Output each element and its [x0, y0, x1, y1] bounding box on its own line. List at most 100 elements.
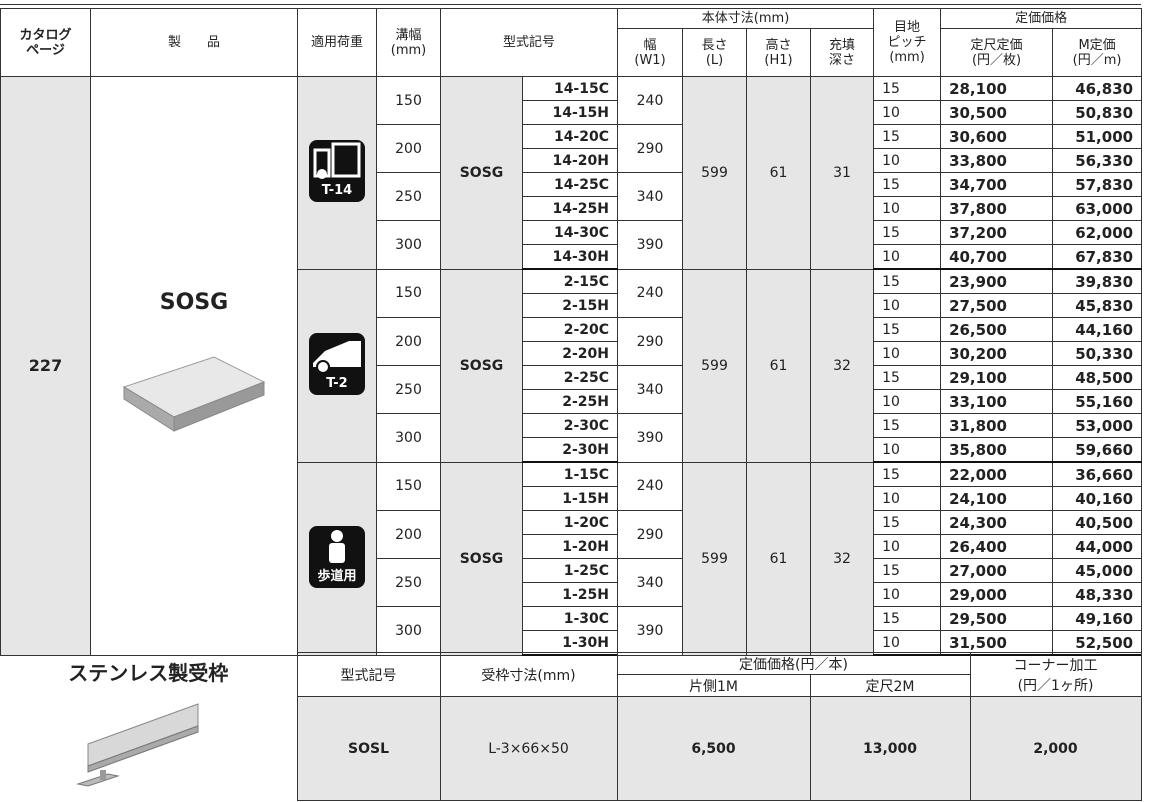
cell: 53,000 [1052, 413, 1143, 438]
frame-product: ステンレス製受枠 [0, 653, 297, 801]
cell: 61 [746, 76, 812, 270]
cell: 2-20H [521, 341, 619, 366]
cell: 31,500 [940, 630, 1054, 656]
header-text: (H1) [764, 52, 793, 68]
row: 1-20H 10 26,400 44,000 [1, 534, 1143, 559]
header-text: ピッチ [887, 35, 927, 50]
cell: 33,800 [940, 148, 1054, 173]
cell: L-3×66×50 [439, 696, 618, 801]
header-text: 高さ [765, 37, 792, 53]
cell: 14-30H [521, 244, 619, 270]
cell: 1-25H [521, 582, 619, 607]
cell: 27,500 [940, 293, 1054, 318]
cell: 40,700 [940, 244, 1054, 270]
cell: SOSG [440, 461, 523, 656]
row: 300 2-30C 390 15 31,800 53,000 [1, 413, 1143, 463]
cell: 1-20C [521, 510, 619, 535]
cell: 340 [617, 172, 684, 221]
icon-label: T-14 [322, 183, 352, 198]
header-cell: 充填 深さ [810, 28, 875, 77]
icon-label: T-2 [326, 376, 347, 391]
cell: 50,330 [1052, 341, 1143, 366]
cell: 599 [682, 268, 748, 463]
cell: 2,000 [969, 696, 1142, 801]
header-text: (L) [705, 52, 724, 68]
product-image [122, 356, 266, 433]
frame-image [76, 702, 199, 787]
cell: 200 [376, 317, 441, 366]
cell: 31,800 [940, 413, 1054, 438]
cell: 300 [376, 220, 441, 270]
cell: 30,500 [940, 100, 1054, 125]
cell: 390 [617, 606, 684, 656]
cell: 49,160 [1052, 606, 1143, 631]
row: 250 14-25C 340 15 34,700 57,830 [1, 172, 1143, 221]
cell: 29,500 [940, 606, 1054, 631]
header-text: 溝幅 [395, 27, 422, 43]
cell: 240 [617, 461, 684, 511]
cell: 599 [682, 76, 748, 270]
cell: 1-15H [521, 486, 619, 511]
cell: 62,000 [1052, 220, 1143, 245]
cell: 15 [873, 461, 942, 487]
cell: 1-30H [521, 630, 619, 656]
cell: 29,100 [940, 365, 1054, 390]
cell: 340 [617, 365, 684, 414]
header-text: ページ [26, 42, 65, 58]
cell: 24,100 [940, 486, 1054, 511]
load-icon: T-2 [309, 332, 365, 395]
cell: 55,160 [1052, 389, 1143, 414]
cell: 2-25H [521, 389, 619, 414]
header-text: (円／1ヶ所) [1017, 677, 1094, 694]
header-text: カタログ [19, 27, 72, 43]
header-text: 幅 [643, 37, 657, 53]
cell: 37,200 [940, 220, 1054, 245]
cell: 15 [873, 124, 942, 149]
cell: T-14 [297, 76, 377, 270]
cell: 15 [873, 220, 942, 245]
cell: 59,660 [1052, 437, 1143, 463]
cell: 57,830 [1052, 172, 1143, 197]
header-cell: 適用荷重 [297, 8, 377, 77]
cell: 48,330 [1052, 582, 1143, 607]
cell: 51,000 [1052, 124, 1143, 149]
product-name: SOSG [159, 290, 229, 316]
header-cell: 長さ (L) [682, 28, 748, 77]
cell: 26,500 [940, 317, 1054, 342]
cell: 45,000 [1052, 558, 1143, 583]
cell: 29,000 [940, 582, 1054, 607]
cell: 10 [873, 389, 942, 414]
cell: 44,000 [1052, 534, 1143, 559]
cell: 2-20C [521, 317, 619, 342]
cell: 50,830 [1052, 100, 1143, 125]
header-cell: 高さ (H1) [746, 28, 812, 77]
cell: 44,160 [1052, 317, 1143, 342]
cell: 61 [746, 461, 812, 656]
cell: 390 [617, 220, 684, 270]
row: 200 2-20C 290 15 26,500 44,160 [1, 317, 1143, 366]
header-text: (W1) [634, 52, 666, 68]
cell: 45,830 [1052, 293, 1143, 318]
cell: 10 [873, 148, 942, 173]
cell: 14-25C [521, 172, 619, 197]
frame-table: ステンレス製受枠 型式記号 受枠寸法(mm) 定価価格(円／本) コーナー加工 (… [0, 652, 1142, 801]
header-cell: コーナー加工 (円／1ヶ所) [969, 652, 1142, 697]
cell: 290 [617, 317, 684, 366]
cell: 10 [873, 100, 942, 125]
icon-shape [329, 542, 345, 563]
cell: 14-15C [521, 76, 619, 101]
header-text: (mm) [390, 42, 427, 58]
cell: 39,830 [1052, 268, 1143, 294]
cell: 26,400 [940, 534, 1054, 559]
icon-shape [316, 359, 330, 374]
header-text: 充填 [829, 37, 856, 53]
cell: SOSG [440, 76, 523, 270]
cell: 6,500 [616, 696, 811, 801]
header-cell: 製 品 [90, 8, 298, 77]
cell: 2-15H [521, 293, 619, 318]
row: 14-30H 10 40,700 67,830 [1, 244, 1143, 270]
cell: 240 [617, 76, 684, 125]
header-text: 長さ [701, 37, 728, 53]
row: 200 14-20C 290 15 30,600 51,000 [1, 124, 1143, 173]
image-shape [173, 381, 265, 432]
